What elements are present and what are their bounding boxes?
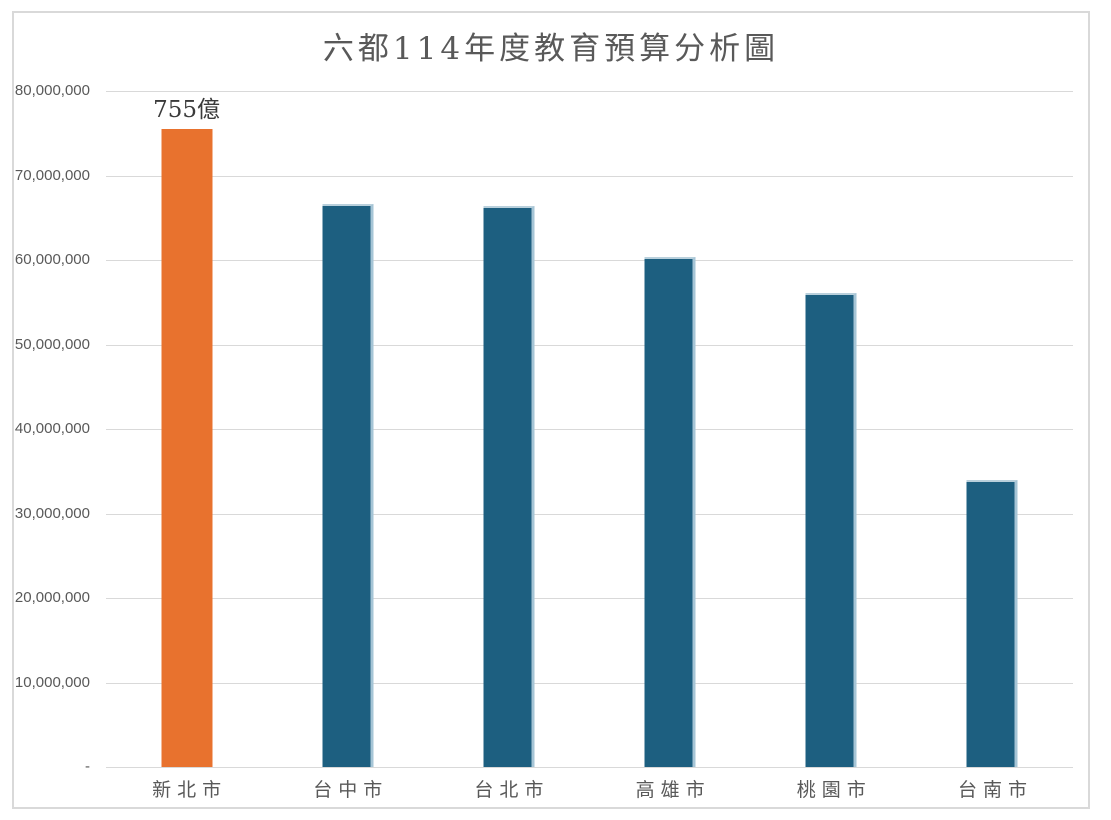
chart-title: 六都114年度教育預算分析圖 xyxy=(322,31,780,67)
y-axis-tick-label: 70,000,000 xyxy=(14,166,90,184)
y-axis-tick-label: 30,000,000 xyxy=(14,504,90,522)
chart-bar xyxy=(483,205,535,767)
x-axis-category-label: 台中市 xyxy=(313,779,389,801)
bar-slot xyxy=(267,91,428,767)
x-axis-category-label: 台北市 xyxy=(474,779,550,801)
gridline xyxy=(106,260,1073,261)
x-axis: 新北市 台中市 台北市 高雄市 桃園市 台南市 xyxy=(106,775,1073,802)
gridline xyxy=(106,598,1073,599)
gridline xyxy=(106,767,1073,768)
gridline xyxy=(106,682,1073,684)
plot-area: 755億 xyxy=(106,91,1073,768)
gridlines xyxy=(106,91,1073,768)
x-axis-category-label: 台南市 xyxy=(957,779,1033,801)
bar-slot xyxy=(751,91,912,767)
y-axis-tick-label: 60,000,000 xyxy=(14,251,90,268)
x-axis-category-label: 高雄市 xyxy=(635,779,711,801)
chart-bar xyxy=(966,479,1018,767)
bar-slot xyxy=(590,91,751,767)
chart-bar xyxy=(161,129,213,767)
y-axis-tick-label: 50,000,000 xyxy=(14,335,90,353)
y-axis-tick-label: 20,000,000 xyxy=(14,589,90,606)
y-axis: - 10,000,000 20,000,000 30,000,000 40,000,00… xyxy=(14,13,90,807)
chart-bar xyxy=(644,256,696,767)
y-axis-tick-label: 10,000,000 xyxy=(14,673,90,691)
y-axis-tick-label: 40,000,000 xyxy=(14,420,90,437)
chart-bar xyxy=(322,204,374,767)
chart-frame: 六都114年度教育預算分析圖 755億 - 10,000,000 20,000,00… xyxy=(12,11,1090,809)
y-axis-tick-label: 80,000,000 xyxy=(14,82,90,99)
bar-slot xyxy=(912,91,1073,767)
gridline xyxy=(106,175,1073,177)
bars: 755億 xyxy=(106,91,1073,767)
gridline xyxy=(106,344,1073,346)
gridline xyxy=(106,91,1073,92)
x-axis-category-label: 新北市 xyxy=(152,779,228,801)
y-axis-tick-label: - xyxy=(85,758,90,775)
chart-bar xyxy=(805,292,857,767)
gridline xyxy=(106,429,1073,430)
bar-slot xyxy=(428,91,589,767)
gridline xyxy=(106,513,1073,515)
x-axis-category-label: 桃園市 xyxy=(796,779,872,801)
bar-value-label: 755億 xyxy=(153,97,221,124)
bar-slot: 755億 xyxy=(106,91,267,767)
